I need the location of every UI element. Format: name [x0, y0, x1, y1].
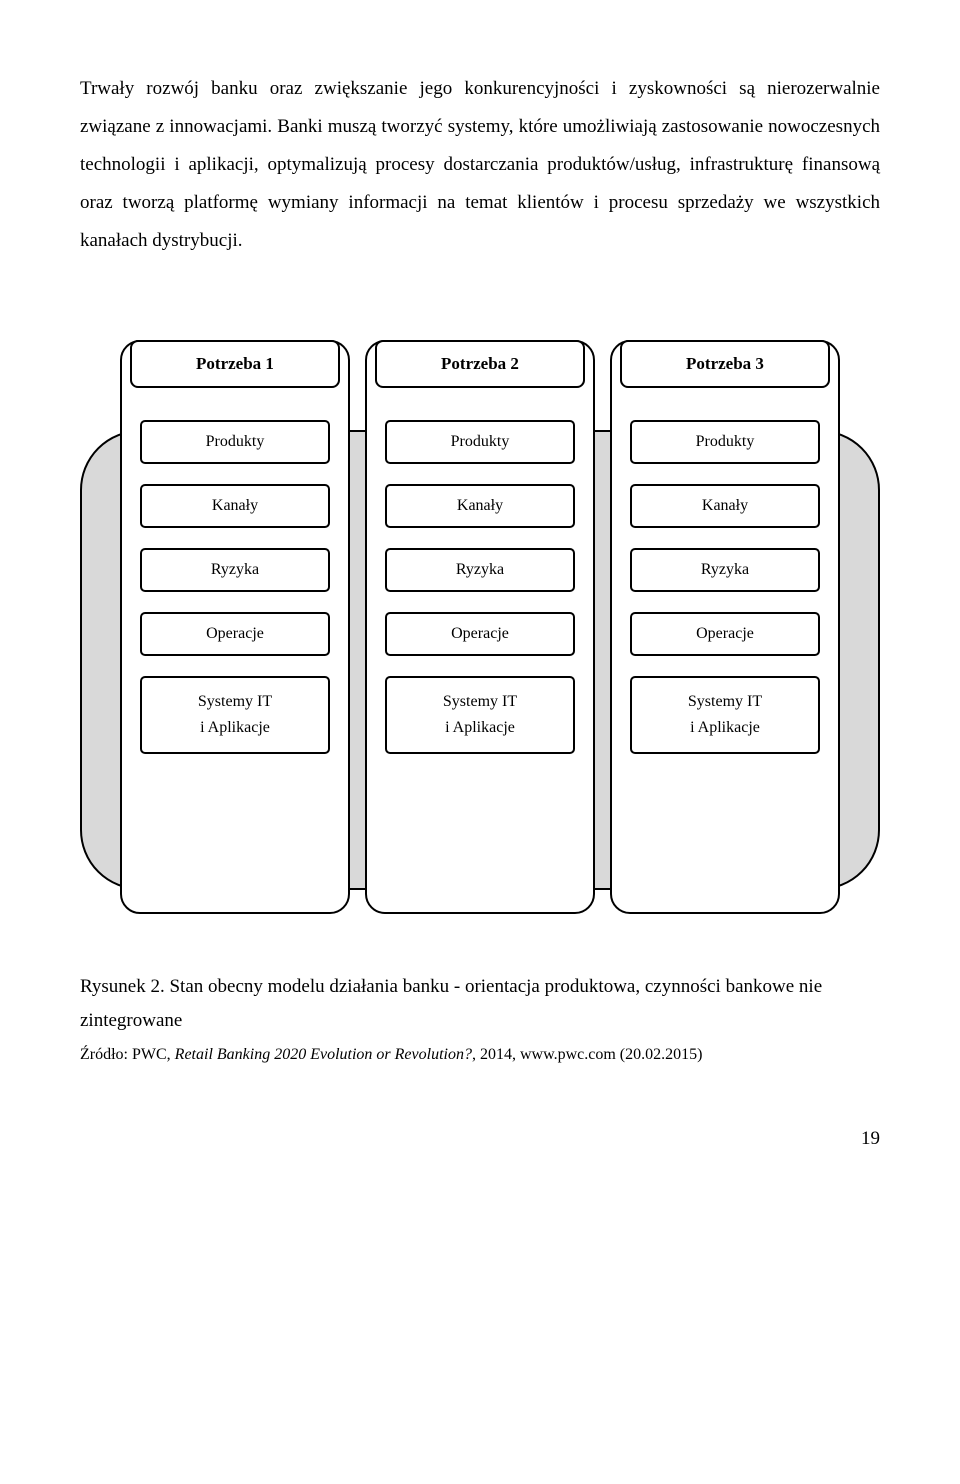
- box-ryzyka: Ryzyka: [140, 548, 330, 592]
- box-produkty: Produkty: [630, 420, 820, 464]
- pillar-head: Potrzeba 2: [375, 340, 585, 388]
- figure-source: Źródło: PWC, Retail Banking 2020 Evoluti…: [80, 1042, 880, 1068]
- box-kanaly: Kanały: [140, 484, 330, 528]
- figure-caption: Rysunek 2. Stan obecny modelu działania …: [80, 970, 880, 1038]
- pillar-head: Potrzeba 1: [130, 340, 340, 388]
- it-line2: i Aplikacje: [200, 715, 270, 741]
- it-line1: Systemy IT: [443, 689, 517, 715]
- page-number: 19: [80, 1128, 880, 1150]
- source-italic: Retail Banking 2020 Evolution or Revolut…: [175, 1046, 472, 1063]
- body-paragraph: Trwały rozwój banku oraz zwiększanie jeg…: [80, 70, 880, 260]
- box-operacje: Operacje: [630, 612, 820, 656]
- box-kanaly: Kanały: [385, 484, 575, 528]
- it-line1: Systemy IT: [198, 689, 272, 715]
- pillar-3: Potrzeba 3 Produkty Kanały Ryzyka Operac…: [610, 340, 840, 914]
- box-systemy-it: Systemy IT i Aplikacje: [630, 676, 820, 754]
- box-operacje: Operacje: [140, 612, 330, 656]
- source-prefix: Źródło: PWC,: [80, 1046, 175, 1063]
- it-line2: i Aplikacje: [690, 715, 760, 741]
- box-produkty: Produkty: [385, 420, 575, 464]
- box-ryzyka: Ryzyka: [630, 548, 820, 592]
- pillar-1: Potrzeba 1 Produkty Kanały Ryzyka Operac…: [120, 340, 350, 914]
- box-systemy-it: Systemy IT i Aplikacje: [385, 676, 575, 754]
- box-systemy-it: Systemy IT i Aplikacje: [140, 676, 330, 754]
- box-kanaly: Kanały: [630, 484, 820, 528]
- box-operacje: Operacje: [385, 612, 575, 656]
- box-ryzyka: Ryzyka: [385, 548, 575, 592]
- pillar-head: Potrzeba 3: [620, 340, 830, 388]
- box-produkty: Produkty: [140, 420, 330, 464]
- source-suffix: , 2014, www.pwc.com (20.02.2015): [472, 1046, 702, 1063]
- diagram: Potrzeba 1 Produkty Kanały Ryzyka Operac…: [80, 340, 880, 920]
- pillar-2: Potrzeba 2 Produkty Kanały Ryzyka Operac…: [365, 340, 595, 914]
- it-line2: i Aplikacje: [445, 715, 515, 741]
- it-line1: Systemy IT: [688, 689, 762, 715]
